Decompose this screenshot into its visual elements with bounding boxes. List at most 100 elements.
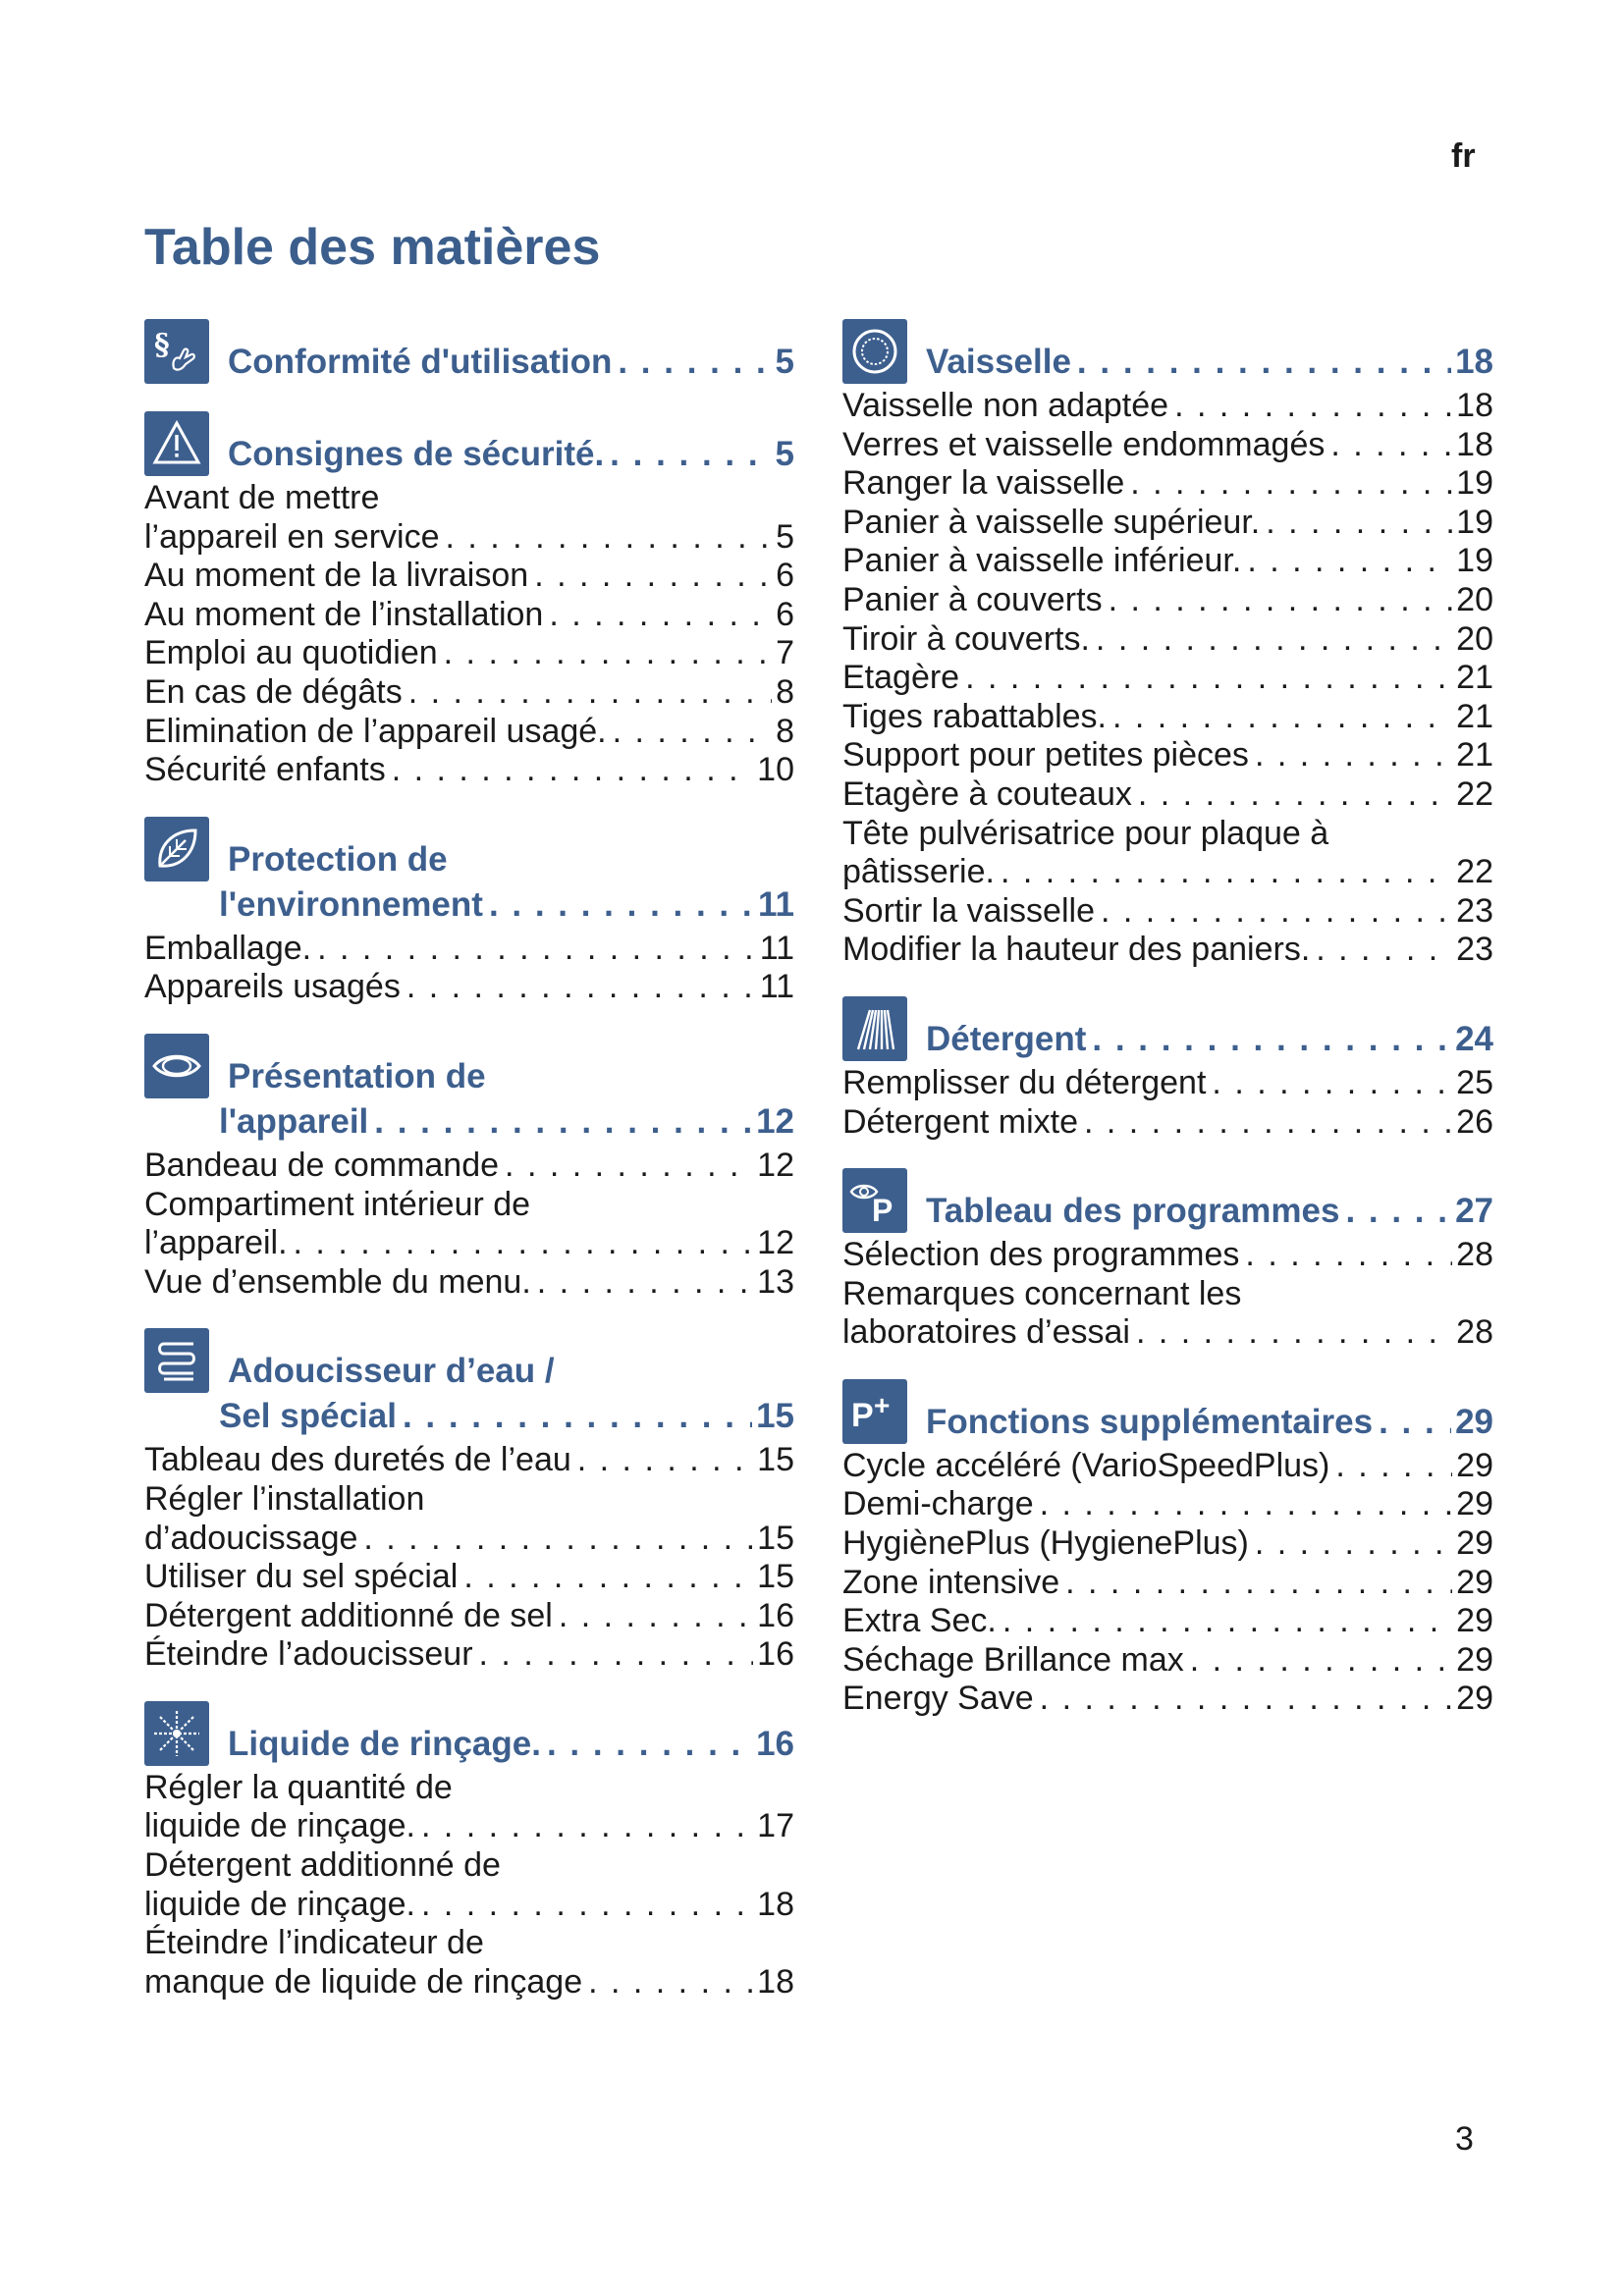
section-heading[interactable]: Liquide de rinçage. 16 bbox=[144, 1698, 794, 1767]
toc-entry[interactable]: Tête pulvérisatrice pour plaque à pâtisse… bbox=[842, 815, 1493, 892]
toc-entry[interactable]: Au moment de la livraison 6 bbox=[144, 557, 794, 596]
section-heading[interactable]: Détergent 24 bbox=[842, 993, 1493, 1062]
section-heading[interactable]: Adoucisseur d’eau / Sel spécial 15 bbox=[144, 1325, 794, 1439]
toc-entry[interactable]: Zone intensive 29 bbox=[842, 1564, 1493, 1603]
toc-entry[interactable]: Demi-charge 29 bbox=[842, 1485, 1493, 1524]
toc-entry[interactable]: Emploi au quotidien 7 bbox=[144, 634, 794, 673]
toc-entry[interactable]: Modifier la hauteur des paniers. 23 bbox=[842, 931, 1493, 970]
toc-entry[interactable]: Verres et vaisselle endommagés 18 bbox=[842, 426, 1493, 465]
toc-entry[interactable]: En cas de dégâts 8 bbox=[144, 673, 794, 713]
section-heading[interactable]: Vaisselle 18 bbox=[842, 316, 1493, 385]
section-heading[interactable]: Consignes de sécurité. 5 bbox=[144, 408, 794, 477]
toc-entry[interactable]: Remplisser du détergent 25 bbox=[842, 1064, 1493, 1103]
toc-entry-text: Support pour petites pièces bbox=[842, 736, 1249, 774]
toc-entry-page-number: 8 bbox=[776, 712, 794, 750]
leader-dots bbox=[1124, 464, 1452, 504]
toc-entry[interactable]: Elimination de l’appareil usagé. 8 bbox=[144, 713, 794, 752]
toc-entry[interactable]: Panier à vaisselle supérieur. 19 bbox=[842, 504, 1493, 543]
leader-dots bbox=[1260, 504, 1452, 543]
toc-entry[interactable]: Panier à couverts 20 bbox=[842, 581, 1493, 620]
leader-dots bbox=[1325, 426, 1452, 465]
toc-entry[interactable]: Vue d’ensemble du menu. 13 bbox=[144, 1263, 794, 1303]
toc-entry-page-number: 11 bbox=[759, 968, 794, 1006]
toc-entry[interactable]: Éteindre l’adoucisseur 16 bbox=[144, 1635, 794, 1675]
leader-dots bbox=[1184, 1641, 1452, 1681]
toc-entry[interactable]: Utiliser du sel spécial 15 bbox=[144, 1558, 794, 1597]
toc-entry[interactable]: Appareils usagés 11 bbox=[144, 968, 794, 1007]
toc-entry-text-line: Régler la quantité de bbox=[144, 1768, 453, 1806]
section-heading-line: l'appareil 12 bbox=[144, 1099, 794, 1145]
toc-entry-line: Ranger la vaisselle 19 bbox=[842, 464, 1493, 504]
toc-entry-page-number: 18 bbox=[757, 1885, 794, 1923]
toc-entry-text: Verres et vaisselle endommagés bbox=[842, 425, 1326, 463]
toc-entry[interactable]: Bandeau de commande 12 bbox=[144, 1147, 794, 1186]
section-heading-line: Vaisselle 18 bbox=[842, 340, 1493, 385]
toc-entry-page-number: 26 bbox=[1456, 1102, 1493, 1141]
leader-dots bbox=[1239, 1236, 1452, 1275]
toc-column-right: Vaisselle18Vaisselle non adaptée18Verres… bbox=[842, 316, 1493, 1742]
toc-entry-text-line: Remarques concernant les bbox=[842, 1274, 1242, 1312]
toc-entry[interactable]: Détergent mixte 26 bbox=[842, 1103, 1493, 1143]
section-heading[interactable]: Protection de l'environnement 11 bbox=[144, 814, 794, 928]
toc-entry[interactable]: Etagère 21 bbox=[842, 659, 1493, 698]
toc-entry[interactable]: Tiges rabattables. 21 bbox=[842, 698, 1493, 737]
toc-entry-line: Sortir la vaisselle 23 bbox=[842, 892, 1493, 932]
toc-entry[interactable]: HygiènePlus (HygienePlus) 29 bbox=[842, 1524, 1493, 1564]
toc-entry-page-number: 28 bbox=[1456, 1313, 1493, 1352]
toc-entry[interactable]: Sélection des programmes 28 bbox=[842, 1236, 1493, 1275]
leader-dots bbox=[368, 1099, 752, 1145]
section-heading[interactable]: Tableau des programmes 27 bbox=[842, 1165, 1493, 1234]
toc-entry-page-number: 15 bbox=[757, 1441, 794, 1479]
leader-dots bbox=[541, 1722, 752, 1767]
toc-entry-line: Bandeau de commande 12 bbox=[144, 1147, 794, 1186]
toc-entry-line: Emballage. 11 bbox=[144, 930, 794, 969]
toc-entry[interactable]: Vaisselle non adaptée 18 bbox=[842, 387, 1493, 426]
toc-entry-page-number: 18 bbox=[1456, 387, 1493, 424]
toc-entry[interactable]: Sécurité enfants 10 bbox=[144, 751, 794, 790]
toc-entry-text: Sélection des programmes bbox=[842, 1236, 1240, 1274]
toc-entry[interactable]: Emballage. 11 bbox=[144, 930, 794, 969]
section-heading[interactable]: Présentation de l'appareil 12 bbox=[144, 1031, 794, 1145]
toc-entry[interactable]: Détergent additionné de liquide de rinçag… bbox=[144, 1846, 794, 1924]
toc-entry[interactable]: Support pour petites pièces 21 bbox=[842, 736, 1493, 775]
leader-dots bbox=[1034, 1680, 1453, 1719]
toc-entry[interactable]: Détergent additionné de sel 16 bbox=[144, 1597, 794, 1636]
toc-entry-text: Panier à vaisselle supérieur. bbox=[842, 503, 1261, 541]
toc-entry[interactable]: Tableau des duretés de l’eau 15 bbox=[144, 1441, 794, 1480]
toc-entry[interactable]: Remarques concernant les laboratoires d’e… bbox=[842, 1275, 1493, 1353]
toc-entry-text: Panier à couverts bbox=[842, 580, 1103, 618]
toc-entry[interactable]: Ranger la vaisselle 19 bbox=[842, 464, 1493, 504]
toc-entry[interactable]: Au moment de l’installation 6 bbox=[144, 596, 794, 635]
toc-entry-page-number: 12 bbox=[757, 1146, 794, 1184]
toc-entry[interactable]: Tiroir à couverts. 20 bbox=[842, 620, 1493, 660]
toc-entry-page-number: 28 bbox=[1456, 1236, 1493, 1274]
toc-entry[interactable]: Panier à vaisselle inférieur. 19 bbox=[842, 542, 1493, 581]
leader-dots bbox=[531, 1263, 753, 1303]
toc-entry[interactable]: Régler la quantité de liquide de rinçage.… bbox=[144, 1769, 794, 1846]
section-heading-line: Présentation de bbox=[144, 1054, 794, 1099]
toc-entry[interactable]: Energy Save 29 bbox=[842, 1680, 1493, 1719]
toc-entry[interactable]: Éteindre l’indicateur de manque de liquid… bbox=[144, 1924, 794, 2002]
toc-entry-text: Ranger la vaisselle bbox=[842, 464, 1125, 503]
leader-dots bbox=[553, 1597, 753, 1636]
toc-entry-text-line: Avant de mettre bbox=[144, 479, 380, 516]
toc-entry-text: Éteindre l’adoucisseur bbox=[144, 1635, 473, 1674]
toc-entry[interactable]: Etagère à couteaux 22 bbox=[842, 775, 1493, 815]
toc-entry[interactable]: Sortir la vaisselle 23 bbox=[842, 892, 1493, 932]
toc-entry-line: Vue d’ensemble du menu. 13 bbox=[144, 1263, 794, 1303]
toc-entry-line: Panier à vaisselle supérieur. 19 bbox=[842, 504, 1493, 543]
section-heading[interactable]: Conformité d'utilisation 5 bbox=[144, 316, 794, 385]
toc-entry[interactable]: Séchage Brillance max 29 bbox=[842, 1641, 1493, 1681]
toc-entry-page-number: 23 bbox=[1456, 891, 1493, 930]
section-heading[interactable]: Fonctions supplémentaires 29 bbox=[842, 1376, 1493, 1445]
toc-entry[interactable]: Cycle accéléré (VarioSpeedPlus) 29 bbox=[842, 1447, 1493, 1486]
leader-dots bbox=[288, 1224, 754, 1263]
toc-entry-line: Tiges rabattables. 21 bbox=[842, 698, 1493, 737]
toc-entry[interactable]: Compartiment intérieur del’appareil. 12 bbox=[144, 1186, 794, 1263]
toc-entry-line: Éteindre l’adoucisseur 16 bbox=[144, 1635, 794, 1675]
toc-entry[interactable]: Extra Sec. 29 bbox=[842, 1602, 1493, 1641]
toc-entry-text: En cas de dégâts bbox=[144, 672, 403, 711]
